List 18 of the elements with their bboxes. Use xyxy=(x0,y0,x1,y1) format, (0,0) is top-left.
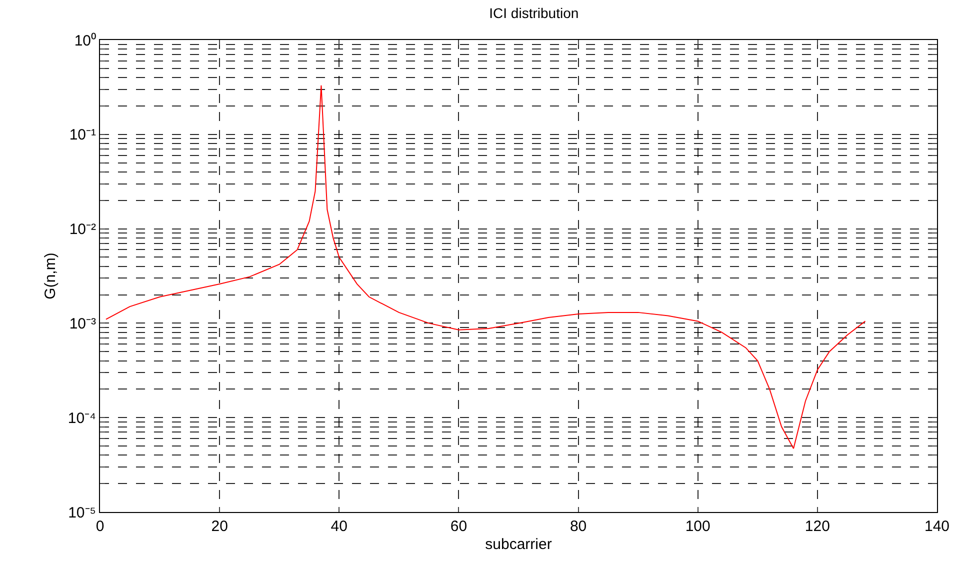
y-tick-label: 10⁻⁵ xyxy=(68,504,96,522)
x-tick-label: 100 xyxy=(685,518,710,535)
y-tick-label: 10⁻³ xyxy=(69,315,96,332)
x-tick-label: 140 xyxy=(924,518,950,535)
x-tick-label: 40 xyxy=(330,518,348,535)
x-axis-title: subcarrier xyxy=(485,536,552,553)
y-tick-label: 10⁰ xyxy=(74,32,96,50)
x-tick-label: 120 xyxy=(804,518,830,535)
x-tick-label: 80 xyxy=(570,518,587,535)
y-tick-label: 10⁻⁴ xyxy=(68,410,96,427)
y-tick-label: 10⁻² xyxy=(69,221,96,238)
x-tick-label: 0 xyxy=(96,518,104,535)
chart-title: ICI distribution xyxy=(489,5,579,22)
y-tick-label: 10⁻¹ xyxy=(69,126,96,144)
x-tick-label: 60 xyxy=(450,518,468,535)
y-axis-title: G(n,m) xyxy=(42,252,60,300)
line-series xyxy=(105,84,866,450)
x-tick-label: 20 xyxy=(211,518,228,535)
